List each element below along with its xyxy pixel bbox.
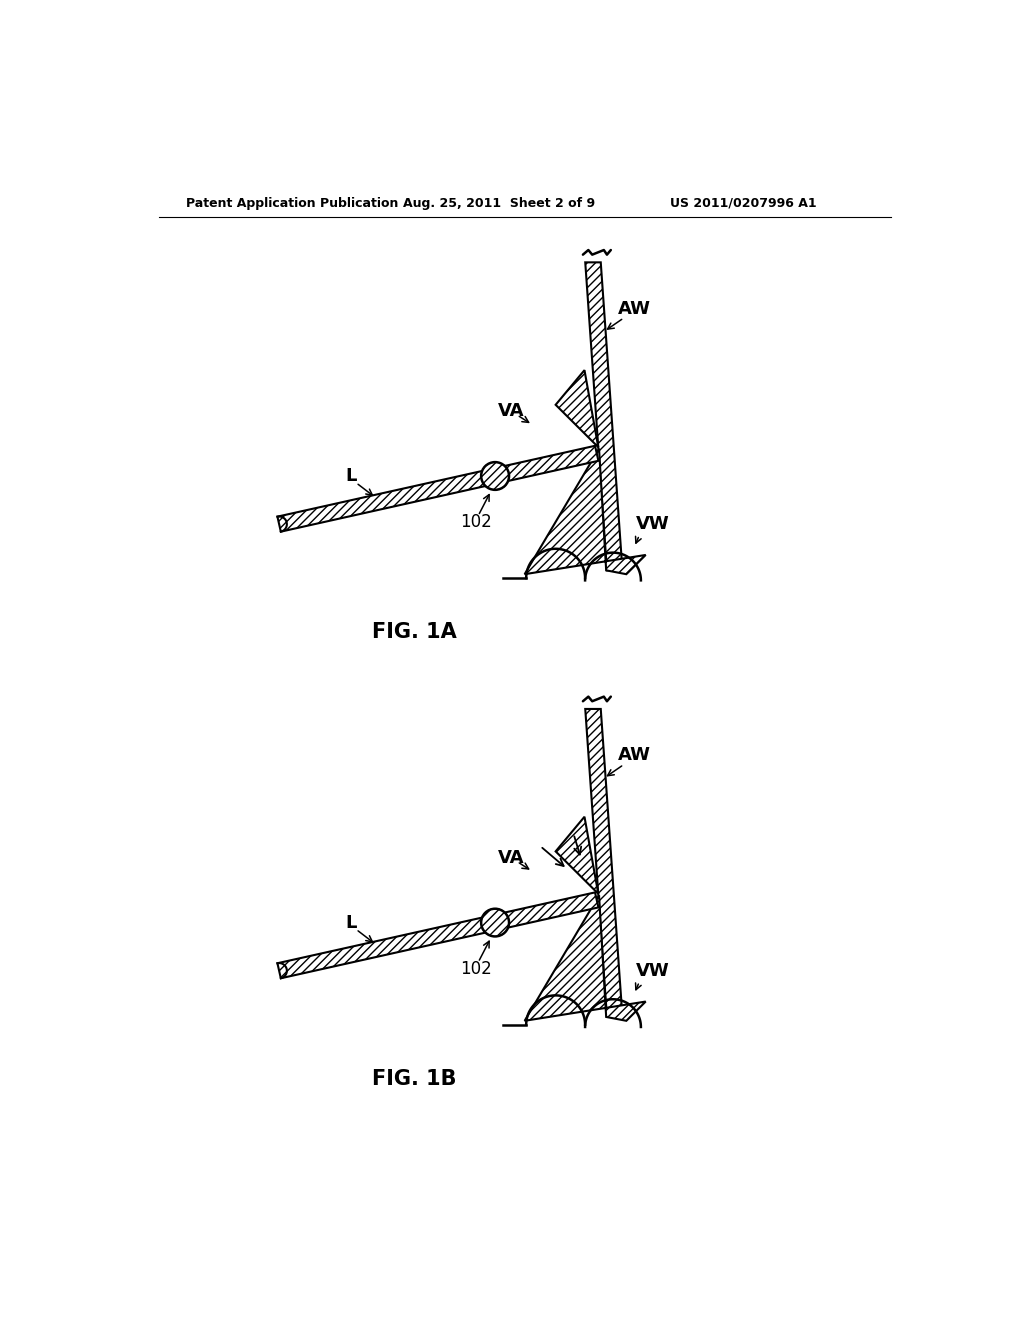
Text: FIG. 1A: FIG. 1A [373, 622, 457, 642]
Polygon shape [278, 446, 598, 532]
Text: 102: 102 [460, 513, 492, 531]
Circle shape [481, 908, 509, 936]
Text: VW: VW [636, 515, 670, 533]
Polygon shape [556, 370, 598, 447]
Text: VA: VA [498, 403, 524, 420]
Text: Aug. 25, 2011  Sheet 2 of 9: Aug. 25, 2011 Sheet 2 of 9 [403, 197, 595, 210]
Text: VA: VA [498, 849, 524, 866]
Polygon shape [586, 263, 623, 570]
Polygon shape [524, 449, 646, 574]
Text: VW: VW [636, 962, 670, 979]
Text: US 2011/0207996 A1: US 2011/0207996 A1 [671, 197, 817, 210]
Polygon shape [278, 892, 598, 978]
Polygon shape [586, 709, 623, 1016]
Text: L: L [345, 913, 356, 932]
Text: 102: 102 [460, 960, 492, 978]
Circle shape [481, 462, 509, 490]
Polygon shape [524, 895, 646, 1020]
Text: FIG. 1B: FIG. 1B [373, 1069, 457, 1089]
Polygon shape [556, 817, 598, 894]
Text: L: L [345, 467, 356, 486]
Text: AW: AW [617, 746, 651, 764]
Text: AW: AW [617, 300, 651, 318]
Text: Patent Application Publication: Patent Application Publication [186, 197, 398, 210]
